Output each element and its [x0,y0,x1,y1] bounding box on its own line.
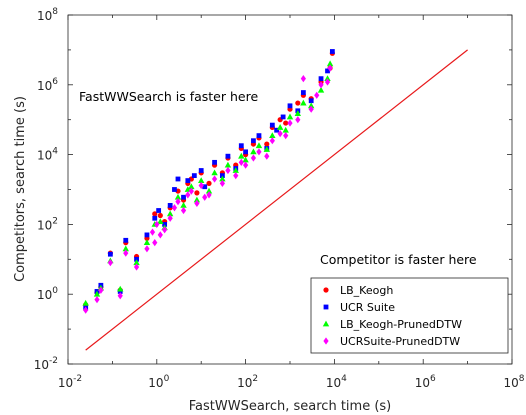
y-tick-label: 102 [37,216,58,232]
legend: LB_Keogh UCR Suite LB_Keogh-PrunedDTW UCRSu… [311,278,508,353]
x-tick-label: 108 [503,374,524,390]
data-point [330,49,335,54]
data-point [239,143,244,148]
x-tick-label: 104 [326,374,347,390]
data-point [181,195,186,200]
x-axis-label: FastWWSearch, search time (s) [189,399,392,414]
legend-label: UCRSuite-PrunedDTW [340,335,460,348]
data-point [192,173,197,178]
legend-label: UCR Suite [340,301,395,314]
legend-label: LB_Keogh [340,284,393,297]
data-point [212,160,217,165]
x-tick-label: 100 [148,374,169,390]
data-point [123,238,128,243]
data-point [319,76,324,81]
annotation-lower: Competitor is faster here [320,252,477,267]
data-point [176,177,181,182]
legend-label: LB_Keogh-PrunedDTW [340,318,462,331]
data-point [251,138,256,143]
data-point [301,90,306,95]
legend-marker [324,305,329,310]
data-point [108,252,113,257]
data-point [168,203,173,208]
y-tick-label: 100 [37,286,58,302]
data-point [264,141,269,146]
data-point [295,100,300,105]
data-point [194,190,199,195]
annotation-upper: FastWWSearch is faster here [79,89,258,104]
data-point [152,216,157,221]
x-tick-label: 10-2 [58,374,82,390]
data-point [199,168,204,173]
y-axis-label: Competitors, search time (s) [13,96,28,282]
data-point [145,233,150,238]
legend-marker [323,287,328,292]
data-point [309,98,314,103]
y-tick-label: 104 [37,147,58,163]
data-point [206,181,211,186]
x-tick-label: 102 [237,374,258,390]
y-tick-label: 10-2 [34,356,58,372]
data-point [172,187,177,192]
data-point [158,213,163,218]
x-tick-label: 106 [415,374,436,390]
data-point [270,123,275,128]
data-point [243,149,248,154]
data-point [226,154,231,159]
y-tick-label: 108 [37,7,58,23]
data-point [185,178,190,183]
data-point [288,103,293,108]
data-point [281,115,286,120]
data-point [156,208,161,213]
y-tick-label: 106 [37,77,58,93]
data-point [257,133,262,138]
